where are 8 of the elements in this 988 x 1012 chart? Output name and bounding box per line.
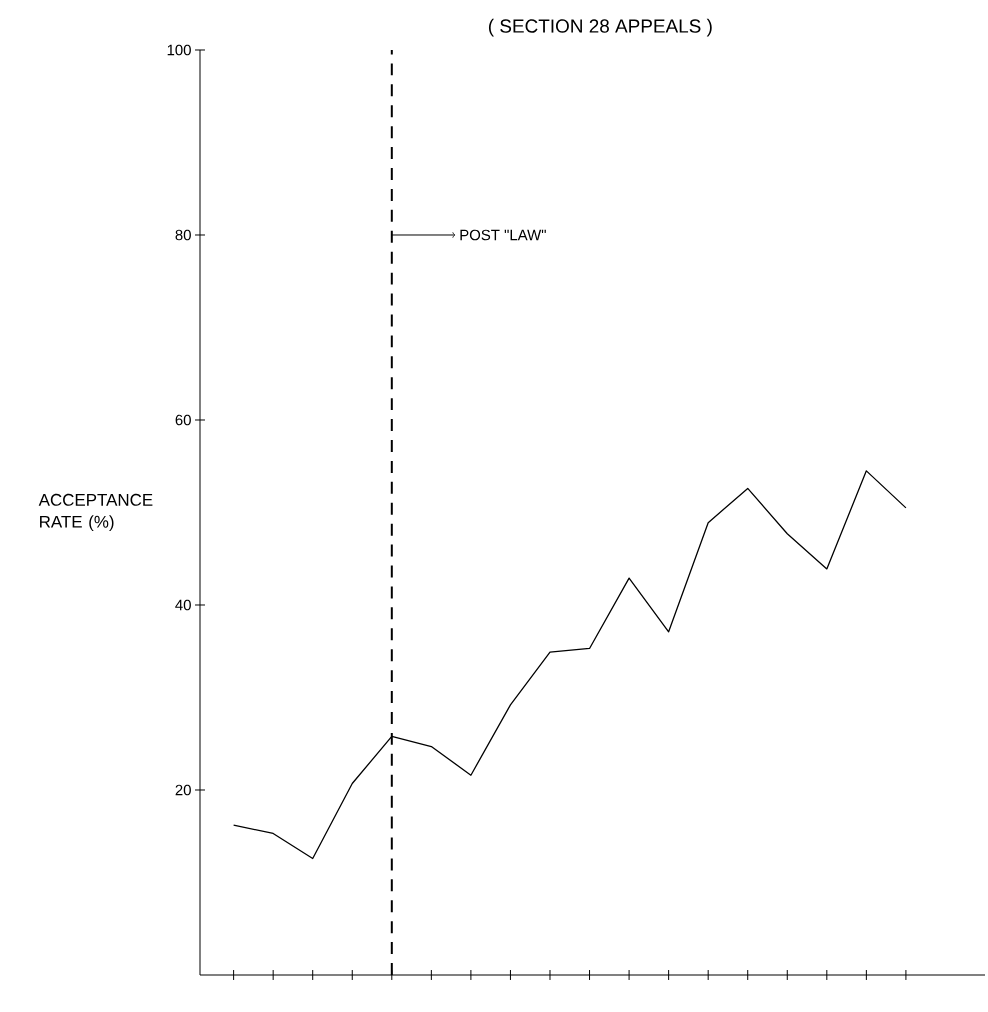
y-tick-label: 20 [175,784,191,796]
annotation: POST "LAW" [460,229,546,241]
y-tick-label: 40 [175,599,191,611]
y-tick-label: 80 [175,229,191,241]
y-axis-title: ACCEPTANCE RATE (%) [38,493,153,532]
y-tick-label: 60 [175,414,191,426]
chart-title: ( SECTION 28 APPEALS ) [488,18,712,37]
y-tick-label: 100 [167,44,191,56]
